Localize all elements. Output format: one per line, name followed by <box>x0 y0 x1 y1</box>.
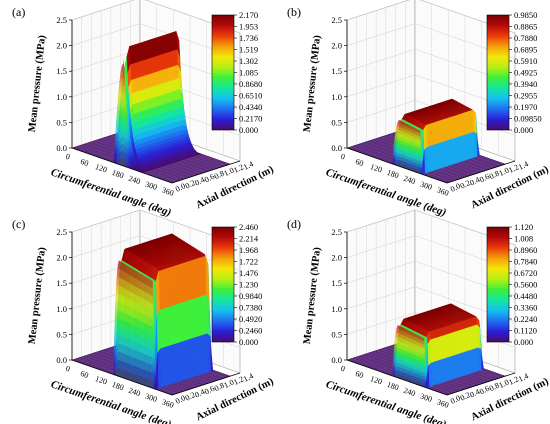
x-tick-label: 360 <box>161 185 175 197</box>
z-axis-title: Mean pressure (MPa) <box>27 34 48 133</box>
z-tick-label: 0.0 <box>331 143 342 153</box>
colorbar-tick-label: 1.085 <box>239 68 258 78</box>
z-tick-label: 2.0 <box>331 41 342 51</box>
colorbar-tick-label: 0.9850 <box>514 10 537 20</box>
z-tick-label: 1.5 <box>331 66 342 76</box>
z-tick-label: 2.5 <box>56 15 67 25</box>
colorbar-tick-label: 0.7880 <box>514 33 537 43</box>
panel-label: (a) <box>12 5 25 19</box>
colorbar-tick-label: 2.170 <box>239 10 258 20</box>
colorbar-tick-label: 0.09850 <box>514 114 542 124</box>
x-tick-label: 120 <box>94 162 108 174</box>
x-tick-label: 120 <box>369 162 383 174</box>
z-tick-label: 2.5 <box>331 15 342 25</box>
z-tick-label: 1.0 <box>56 92 67 102</box>
colorbar-tick-label: 0.8865 <box>514 22 537 32</box>
z-tick-label: 1.0 <box>331 92 342 102</box>
x-tick-label: 240 <box>127 174 141 186</box>
colorbar <box>486 14 510 131</box>
colorbar-tick-label: 0.3940 <box>514 79 537 89</box>
x-tick-label: 60 <box>354 157 364 168</box>
colorbar-tick-label: 0.000 <box>514 125 533 135</box>
colorbar-tick-label: 0.6510 <box>239 91 262 101</box>
colorbar-tick-label: 0.1970 <box>514 102 537 112</box>
x-tick-label: 180 <box>386 168 400 180</box>
panel-b: 0.0 0.5 1.0 1.5 2.0 2.5 0 60 120 180 240 300 360 0.00… <box>287 0 550 219</box>
colorbar-tick-label: 1.736 <box>239 33 258 43</box>
x-tick-label: 60 <box>79 157 89 168</box>
colorbar-tick-label: 0.2955 <box>514 91 537 101</box>
pressure-surface <box>113 233 215 390</box>
y-tick-label: 1.4 <box>242 159 255 171</box>
x-tick-label: 0 <box>339 152 346 162</box>
colorbar-tick-label: 0.4340 <box>239 102 262 112</box>
colorbar <box>211 14 235 131</box>
colorbar-tick-label: 1.302 <box>239 56 258 66</box>
colorbar-tick-label: 0.4925 <box>514 68 537 78</box>
pressure-surface <box>113 31 202 173</box>
x-tick-label: 360 <box>436 185 450 197</box>
colorbar-tick-label: 0.5910 <box>514 56 537 66</box>
x-tick-label: 300 <box>144 180 158 192</box>
panel-label: (b) <box>287 5 301 19</box>
z-tick-label: 0.0 <box>56 143 67 153</box>
colorbar-tick-label: 0.2170 <box>239 114 262 124</box>
z-tick-label: 0.5 <box>331 117 342 127</box>
colorbar-tick-label: 1.953 <box>239 22 258 32</box>
colorbar-tick-label: 0.000 <box>239 125 258 135</box>
colorbar-tick-label: 1.519 <box>239 45 258 55</box>
x-tick-label: 300 <box>419 180 433 192</box>
colorbar-tick-label: 0.8680 <box>239 79 262 89</box>
colorbar-tick-label: 0.6895 <box>514 45 537 55</box>
x-tick-label: 0 <box>64 152 71 162</box>
z-axis-title: Mean pressure (MPa) <box>302 34 323 133</box>
panel-a: 0.0 0.5 1.0 1.5 2.0 2.5 0 60 120 180 240 300 360 0.00… <box>12 0 276 219</box>
x-tick-label: 180 <box>111 168 125 180</box>
x-tick-label: 240 <box>402 174 416 186</box>
z-tick-label: 2.0 <box>56 41 67 51</box>
z-tick-label: 1.5 <box>56 66 67 76</box>
z-tick-label: 0.5 <box>56 117 67 127</box>
y-tick-label: 1.4 <box>517 159 530 171</box>
